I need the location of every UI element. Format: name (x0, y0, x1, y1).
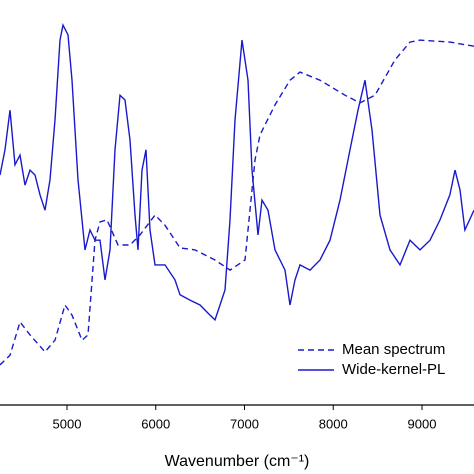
x-tick-label: 6000 (141, 416, 170, 431)
series-line (0, 23, 474, 322)
series-line (0, 39, 474, 366)
x-tick-label: 7000 (230, 416, 259, 431)
x-tick-label: 9000 (408, 416, 437, 431)
x-axis-label: Wavenumber (cm⁻¹) (165, 453, 310, 470)
x-tick-label: 5000 (53, 416, 82, 431)
legend-label: Wide-kernel-PL (342, 361, 445, 378)
x-tick-label: 8000 (319, 416, 348, 431)
legend-label: Mean spectrum (342, 341, 445, 358)
